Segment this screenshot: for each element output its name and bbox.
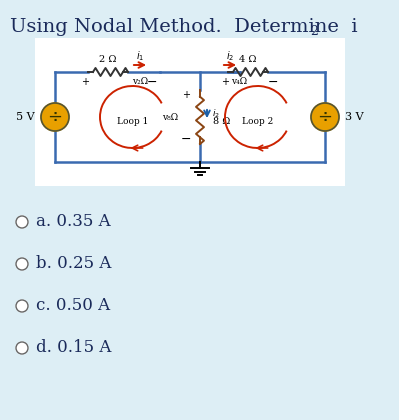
Text: +: + <box>81 77 89 87</box>
Text: Loop 2: Loop 2 <box>242 118 273 126</box>
Text: −: − <box>147 76 157 89</box>
FancyBboxPatch shape <box>35 38 345 186</box>
Circle shape <box>41 103 69 131</box>
Text: v₈Ω: v₈Ω <box>162 113 178 121</box>
Text: Using Nodal Method.  Determine  i: Using Nodal Method. Determine i <box>10 18 358 36</box>
Text: +: + <box>221 77 229 87</box>
Text: 4 Ω: 4 Ω <box>239 55 257 65</box>
Text: $i_2$: $i_2$ <box>212 108 220 120</box>
Text: d. 0.15 A: d. 0.15 A <box>36 339 111 357</box>
Text: a. 0.35 A: a. 0.35 A <box>36 213 111 231</box>
Text: v₄Ω: v₄Ω <box>231 78 247 87</box>
Text: 2 Ω: 2 Ω <box>99 55 117 65</box>
Text: ÷: ÷ <box>318 108 332 126</box>
Text: −: − <box>181 132 191 145</box>
Circle shape <box>311 103 339 131</box>
Text: −: − <box>268 76 278 89</box>
Text: v₂Ω: v₂Ω <box>132 78 148 87</box>
Text: c. 0.50 A: c. 0.50 A <box>36 297 110 315</box>
Circle shape <box>16 300 28 312</box>
Text: b. 0.25 A: b. 0.25 A <box>36 255 111 273</box>
Text: 3 V: 3 V <box>345 112 363 122</box>
Text: Loop 1: Loop 1 <box>117 118 148 126</box>
Text: $i_1$: $i_1$ <box>136 49 144 63</box>
Text: $i_2$: $i_2$ <box>226 49 234 63</box>
Text: 2: 2 <box>310 25 318 38</box>
Circle shape <box>16 216 28 228</box>
Text: 5 V: 5 V <box>16 112 35 122</box>
Circle shape <box>16 258 28 270</box>
Circle shape <box>16 342 28 354</box>
Text: +: + <box>182 90 190 100</box>
Text: 8 Ω: 8 Ω <box>213 116 230 126</box>
Text: ÷: ÷ <box>47 108 63 126</box>
